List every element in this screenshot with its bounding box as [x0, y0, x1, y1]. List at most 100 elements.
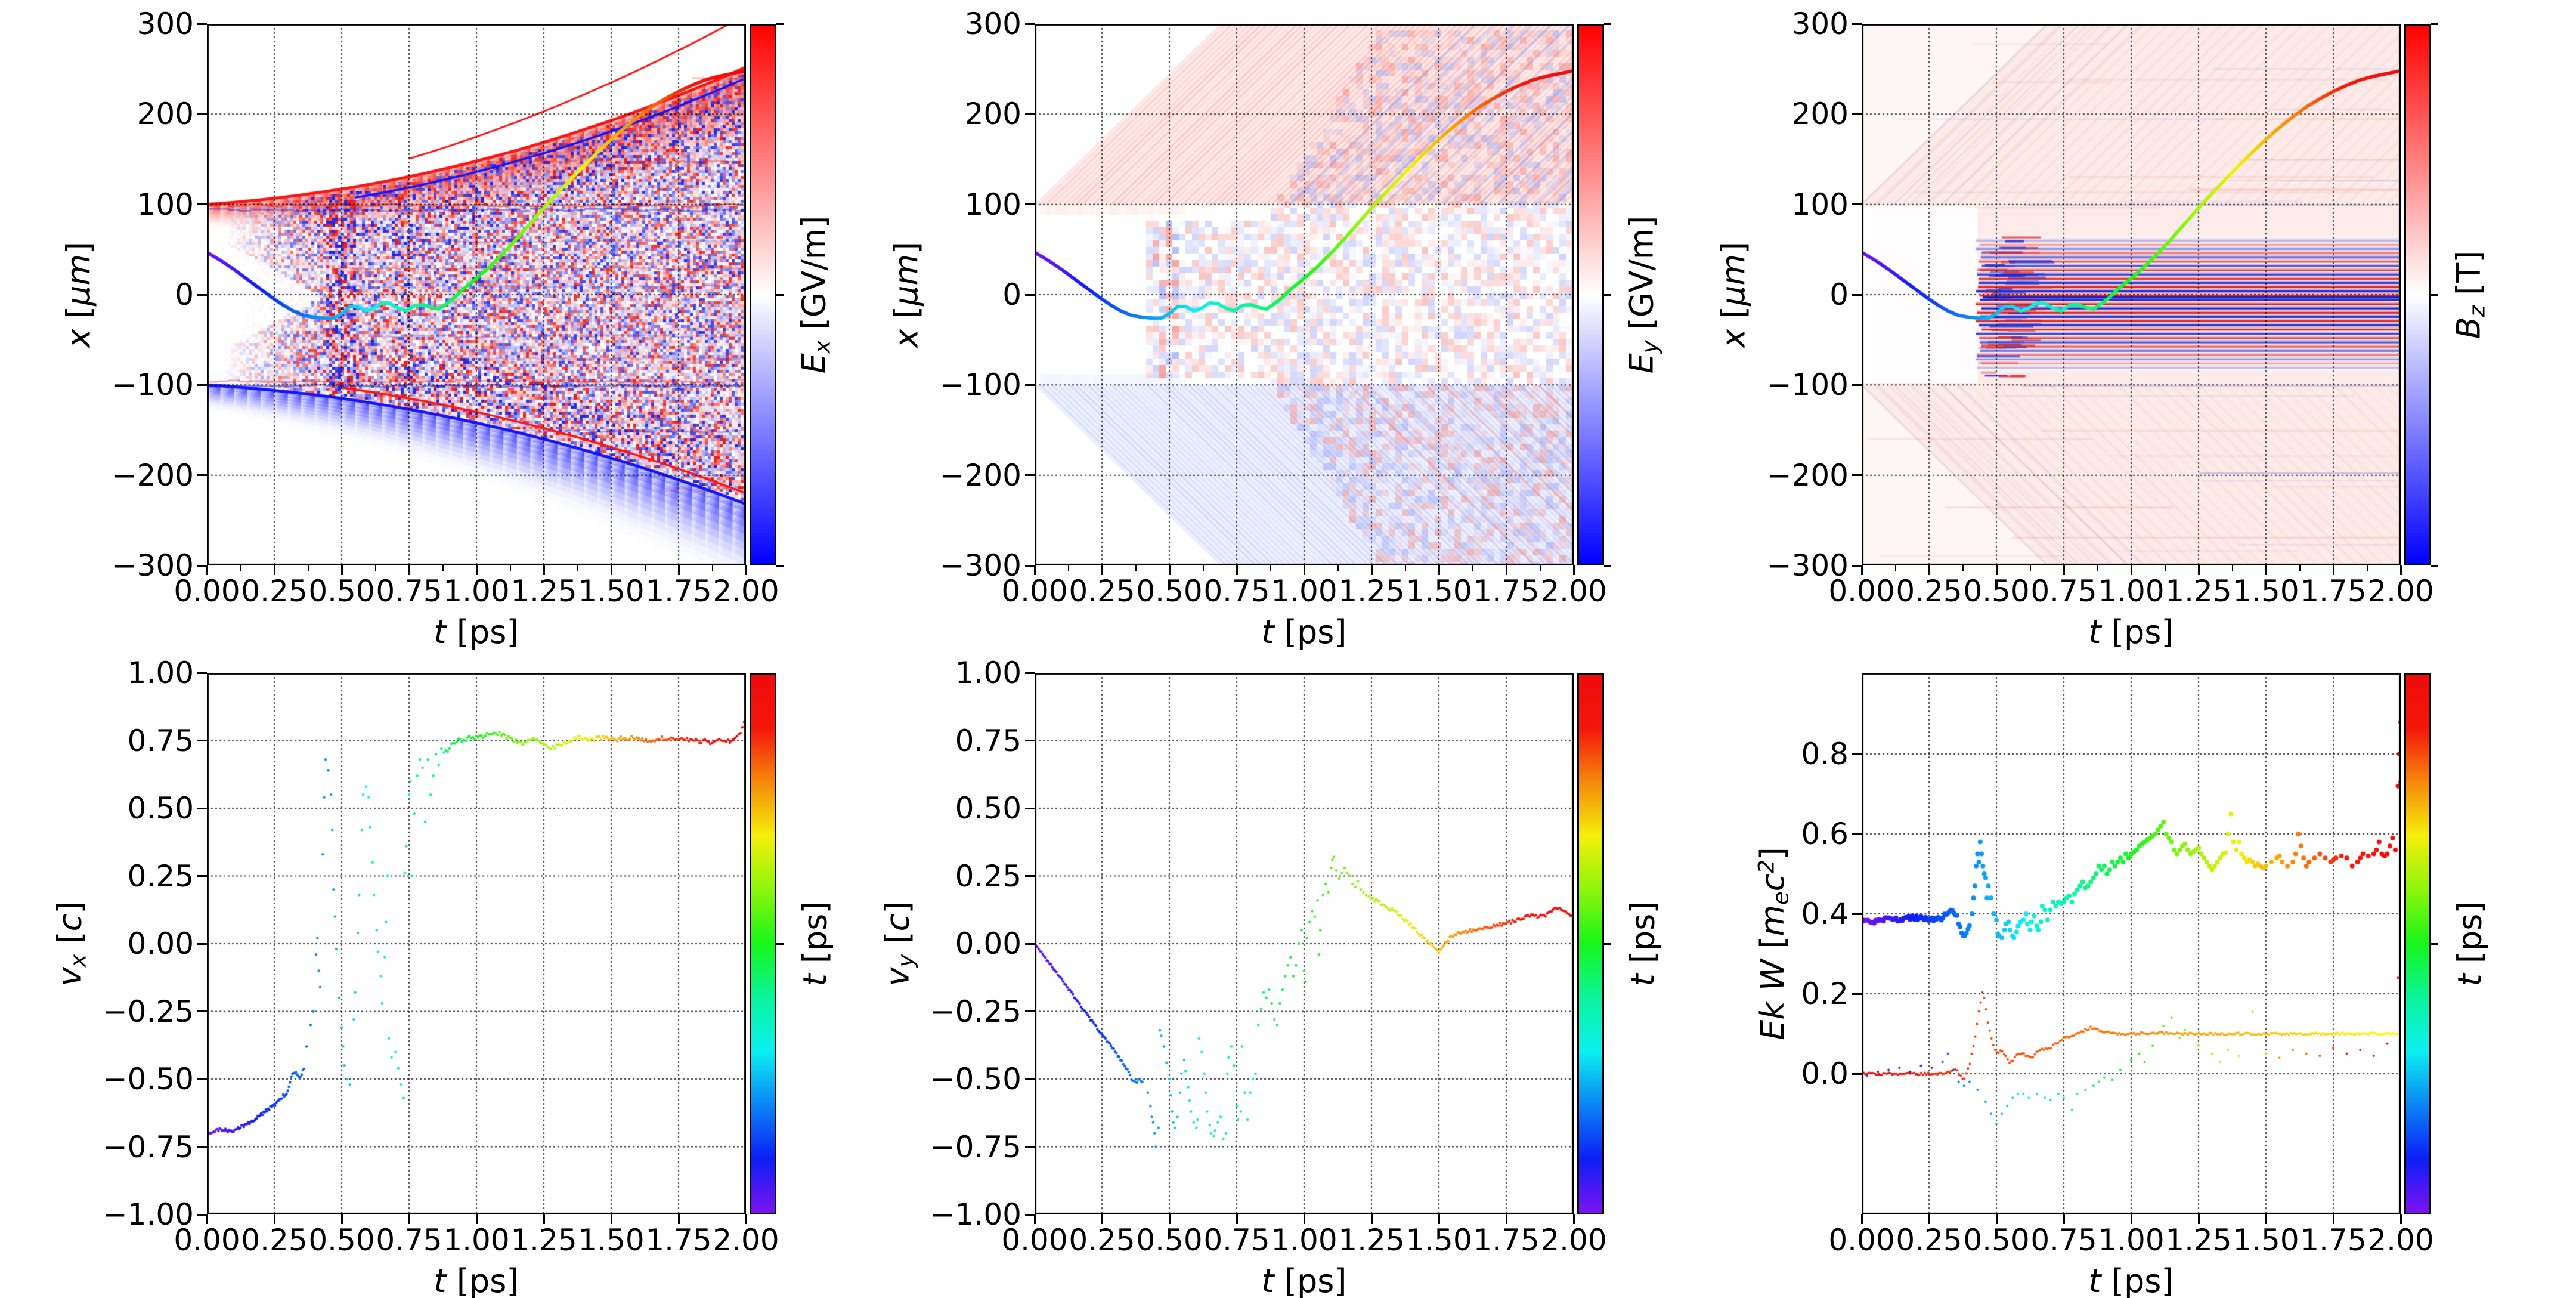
y-tick-mark	[1852, 833, 1862, 835]
x-tick-label: 2.00	[2367, 1223, 2434, 1257]
y-tick-mark	[1025, 807, 1035, 809]
x-tick-label: 1.00	[1271, 1223, 1337, 1257]
label-part: [	[1753, 936, 1791, 959]
bz-xlabel: t [ps]	[2089, 613, 2174, 651]
x-tick-label: 2.00	[713, 1223, 779, 1257]
x-tick-mark	[273, 565, 275, 575]
colorbar-tick-mark	[1604, 564, 1611, 567]
x-tick-label: 0.50	[1963, 1223, 2030, 1257]
energy-scatter-canvas	[1862, 673, 2401, 1214]
label-part: t	[1261, 1262, 1274, 1298]
label-part: [ps]	[446, 1262, 519, 1298]
y-tick-mark	[1025, 474, 1035, 477]
y-tick-mark	[1025, 1146, 1035, 1148]
x-tick-label: 1.50	[578, 574, 645, 608]
y-tick-mark	[1025, 564, 1035, 567]
y-tick-label: −1.00	[102, 1197, 194, 1232]
x-tick-mark	[2197, 1214, 2200, 1224]
y-tick-label: 0.75	[955, 723, 1021, 758]
y-tick-label: 1.00	[955, 656, 1021, 690]
ey-ylabel: x [µm]	[888, 242, 925, 348]
x-tick-mark	[677, 565, 680, 575]
label-part: v	[51, 967, 89, 987]
y-tick-mark	[197, 875, 207, 877]
x-tick-mark	[1505, 1214, 1507, 1224]
bz-colorbar-label: Bz [T]	[2450, 251, 2490, 339]
ex-heatmap-canvas	[207, 24, 746, 565]
x-tick-mark	[2265, 565, 2267, 575]
y-tick-label: 300	[964, 7, 1021, 41]
x-tick-mark	[2130, 565, 2132, 575]
y-tick-label: 0.50	[955, 791, 1021, 826]
x-tick-mark	[1928, 1214, 1930, 1224]
label-part: c	[878, 913, 917, 932]
y-tick-label: 0	[175, 277, 194, 312]
x-tick-label: 0.75	[2030, 574, 2097, 608]
y-tick-label: −300	[112, 548, 194, 583]
x-minor-tick-mark	[307, 565, 309, 571]
x-tick-mark	[745, 565, 747, 575]
x-tick-mark	[1438, 1214, 1440, 1224]
x-minor-tick-mark	[1962, 565, 1964, 571]
x-tick-mark	[2399, 565, 2402, 575]
x-tick-label: 0.75	[2030, 1223, 2097, 1257]
x-tick-label: 1.75	[2300, 574, 2367, 608]
y-tick-mark	[1025, 1213, 1035, 1216]
y-tick-label: −0.50	[930, 1062, 1021, 1096]
y-tick-label: 100	[1791, 187, 1849, 222]
x-minor-tick-mark	[509, 565, 511, 571]
y-tick-mark	[1852, 113, 1862, 115]
y-tick-label: 0.75	[127, 723, 194, 758]
x-tick-label: 1.50	[578, 1223, 645, 1257]
colorbar-tick-mark	[2431, 942, 2438, 945]
label-part: [ps]	[1624, 901, 1662, 974]
y-tick-label: −100	[939, 367, 1021, 403]
x-tick-mark	[1033, 565, 1036, 575]
x-tick-label: 0.00	[1828, 574, 1895, 608]
x-tick-label: 0.00	[174, 1223, 240, 1257]
label-part: E	[795, 353, 833, 374]
colorbar-tick-mark	[1604, 942, 1611, 945]
y-tick-label: 0.00	[127, 926, 194, 961]
y-tick-mark	[197, 942, 207, 945]
x-tick-mark	[1033, 1214, 1036, 1224]
label-part: [ps]	[796, 901, 834, 974]
y-tick-mark	[1852, 23, 1862, 25]
label-part: [ps]	[446, 613, 519, 651]
x-tick-mark	[677, 1214, 680, 1224]
x-tick-mark	[2063, 1214, 2065, 1224]
label-part: t	[2451, 974, 2489, 987]
x-tick-mark	[2130, 1214, 2132, 1224]
vx-scatter-canvas	[207, 673, 746, 1214]
y-tick-mark	[197, 474, 207, 477]
colorbar-tick-mark	[1604, 23, 1611, 25]
label-part: [GV/m]	[1623, 215, 1661, 341]
colorbar-tick-mark	[2431, 293, 2438, 296]
x-tick-mark	[1438, 565, 1440, 575]
x-minor-tick-mark	[1539, 565, 1541, 571]
x-tick-mark	[475, 1214, 478, 1224]
label-part: [GV/m]	[795, 215, 833, 341]
x-tick-label: 0.50	[1136, 1223, 1203, 1257]
vx-colorbar-label: t [ps]	[797, 901, 834, 987]
x-tick-mark	[408, 1214, 410, 1224]
label-part: t	[434, 1262, 447, 1298]
colorbar-tick-mark	[1604, 293, 1611, 296]
x-tick-mark	[1236, 1214, 1238, 1224]
vx-xlabel: t [ps]	[434, 1262, 519, 1298]
label-part: ]	[51, 901, 89, 914]
bz-heatmap-canvas	[1862, 24, 2401, 565]
y-tick-mark	[197, 384, 207, 386]
x-tick-label: 1.75	[1473, 574, 1540, 608]
label-part: Ek W	[1753, 959, 1791, 1040]
y-tick-mark	[1025, 1010, 1035, 1012]
y-tick-mark	[1852, 753, 1862, 755]
label-part: z	[2464, 305, 2490, 317]
label-part: t	[2088, 613, 2101, 651]
x-tick-mark	[1303, 565, 1305, 575]
x-tick-mark	[408, 565, 410, 575]
